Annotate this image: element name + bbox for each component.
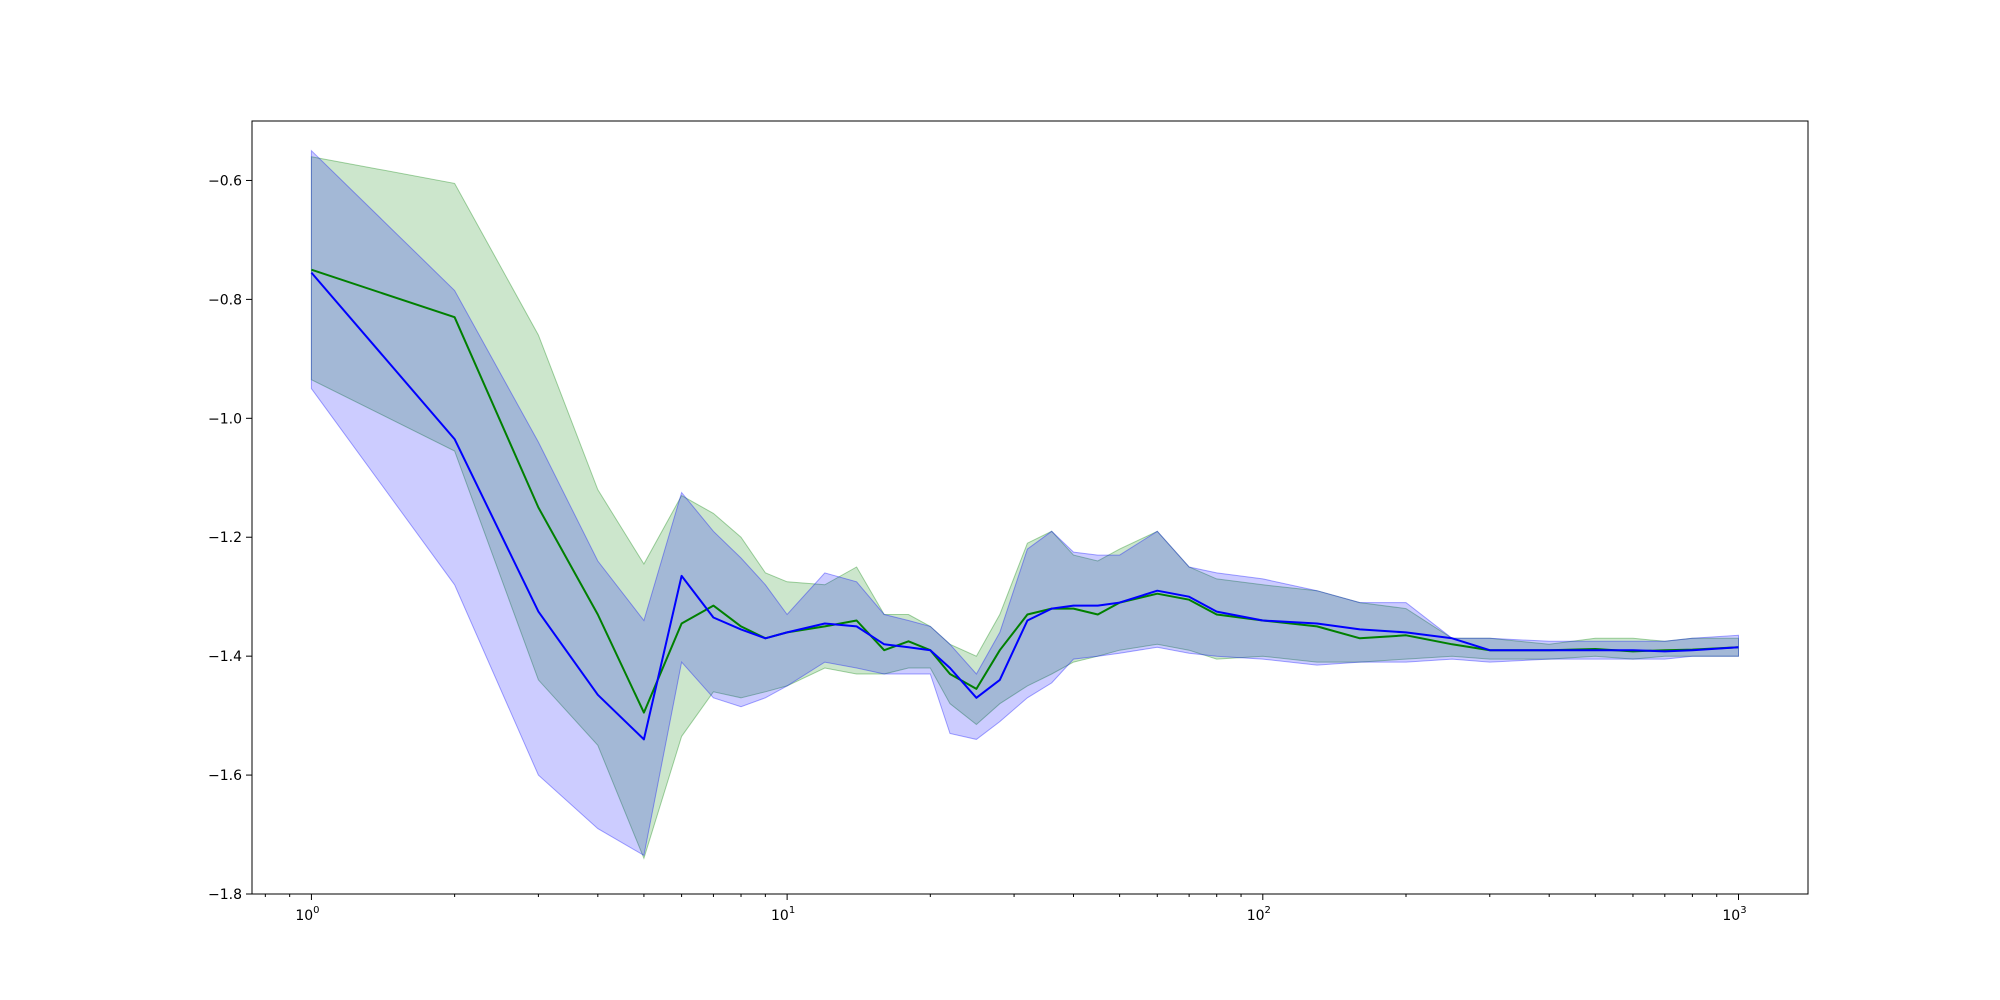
x-tick-label: 102: [1247, 905, 1271, 924]
plot-area-frame: [251, 120, 1809, 895]
y-tick-label: −0.8: [208, 292, 242, 308]
series-lines: [310, 268, 1739, 741]
series-2-line: [310, 271, 1739, 741]
series-2-band: [310, 149, 1739, 857]
y-tick-label: −1.0: [208, 411, 242, 427]
series-1-band: [310, 156, 1739, 860]
x-axis-ticks: 100 101 102 103: [264, 894, 1747, 924]
x-tick-label: 101: [771, 905, 795, 924]
y-axis-ticks: −1.8 −1.6 −1.4 −1.2 −1.0 −0.8 −0.6: [208, 173, 252, 903]
y-tick-label: −1.8: [208, 887, 242, 903]
y-tick-label: −1.2: [208, 530, 242, 546]
y-tick-label: −1.6: [208, 768, 242, 784]
confidence-bands: [310, 149, 1739, 860]
x-tick-label: 103: [1722, 905, 1746, 924]
y-tick-label: −0.6: [208, 173, 242, 189]
x-tick-label: 100: [295, 905, 319, 924]
y-tick-label: −1.4: [208, 649, 242, 665]
